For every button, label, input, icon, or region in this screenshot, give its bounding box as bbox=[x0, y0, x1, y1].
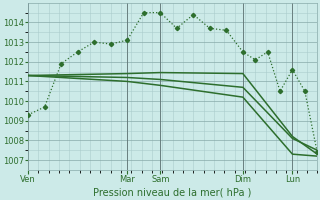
X-axis label: Pression niveau de la mer( hPa ): Pression niveau de la mer( hPa ) bbox=[93, 187, 252, 197]
